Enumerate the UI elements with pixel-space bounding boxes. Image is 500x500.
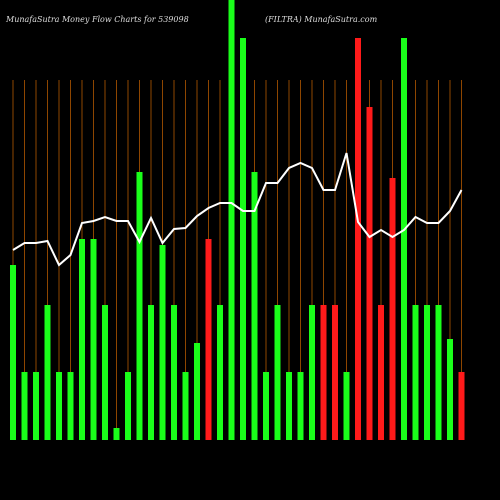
bar: [332, 305, 338, 440]
bar: [286, 372, 292, 440]
bar: [297, 372, 304, 440]
bar: [194, 343, 200, 440]
bar: [33, 372, 39, 440]
bar: [355, 38, 361, 440]
bar: [435, 305, 442, 440]
bar: [113, 428, 120, 440]
bar: [401, 38, 407, 440]
bar: [228, 0, 235, 440]
bar: [217, 305, 223, 440]
bar: [10, 265, 16, 440]
bar: [251, 172, 258, 440]
bar: [366, 107, 373, 440]
money-flow-line: [12, 152, 463, 267]
bar: [136, 172, 143, 440]
bar: [309, 305, 315, 440]
chart-subtitle: (FILTRA) MunafaSutra.com: [265, 15, 378, 24]
bar: [240, 38, 246, 440]
bar: [56, 372, 62, 440]
bar: [159, 245, 166, 440]
bar: [274, 305, 281, 440]
bar: [378, 305, 384, 440]
chart-title: MunafaSutra Money Flow Charts for 539098: [5, 15, 189, 24]
bar: [263, 372, 269, 440]
bar: [148, 305, 154, 440]
bar: [458, 372, 465, 440]
bar: [79, 239, 85, 440]
bar: [44, 305, 51, 440]
bar: [424, 305, 430, 440]
bar: [205, 239, 212, 440]
bar: [125, 372, 131, 440]
bar: [171, 305, 177, 440]
bar: [21, 372, 28, 440]
bar: [343, 372, 350, 440]
bar: [389, 178, 396, 440]
bar: [320, 305, 327, 440]
bar: [102, 305, 108, 440]
bar: [67, 372, 74, 440]
bar: [447, 339, 453, 440]
bar: [412, 305, 419, 440]
bar: [182, 372, 189, 440]
bar: [90, 239, 97, 440]
